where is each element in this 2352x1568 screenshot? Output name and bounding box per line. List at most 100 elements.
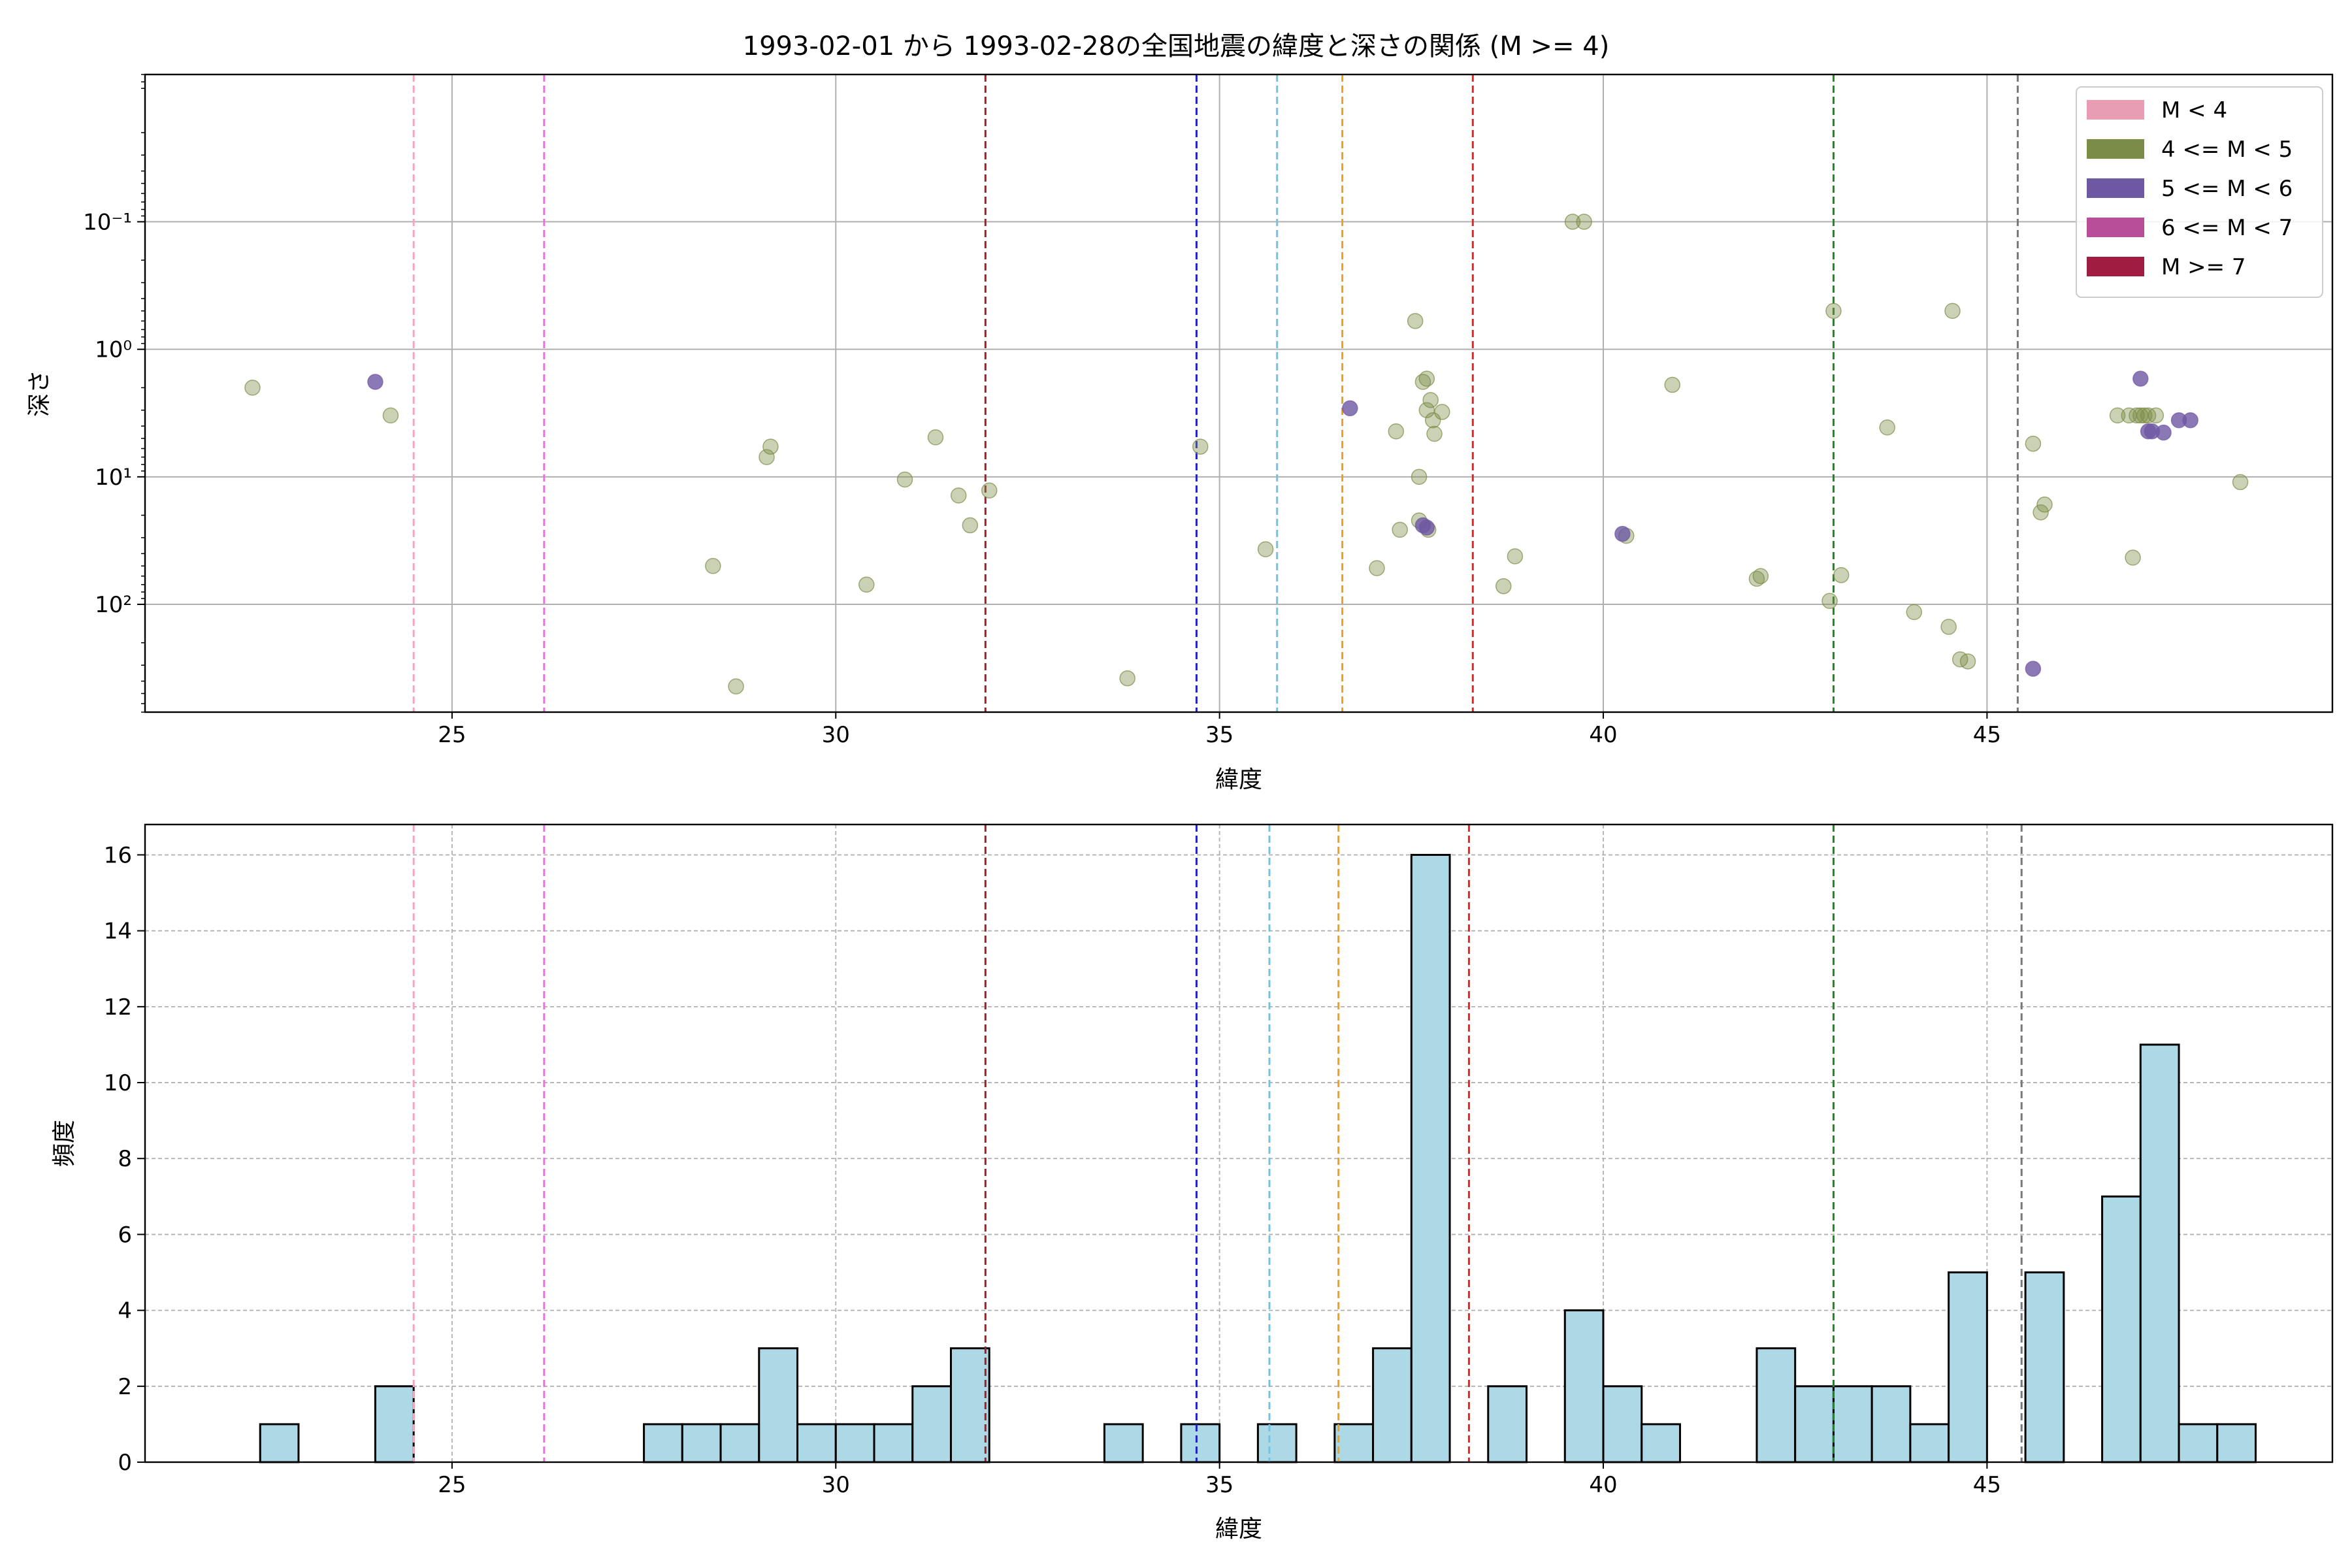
- scatter-point: [981, 482, 998, 499]
- histogram-x-tick-label: 25: [438, 1472, 466, 1498]
- scatter-y-ticks: 10⁻¹ 10⁰ 10¹ 10²: [83, 74, 145, 713]
- scatter-point: [2155, 424, 2172, 441]
- histogram-bar: [1756, 1347, 1797, 1463]
- scatter-x-axis-label: 緯度: [1215, 766, 1262, 793]
- histogram-bar: [911, 1385, 952, 1463]
- scatter-point: [1906, 604, 1923, 621]
- scatter-point: [1576, 214, 1592, 230]
- scatter-x-tick-label: 40: [1589, 722, 1617, 748]
- histogram-bar: [2216, 1423, 2257, 1463]
- scatter-point: [759, 449, 775, 465]
- histogram-y-tick-label: 14: [104, 919, 132, 945]
- scatter-point: [762, 438, 779, 455]
- histogram-x-tick-label: 40: [1589, 1472, 1617, 1498]
- histogram-bar: [873, 1423, 914, 1463]
- scatter-point: [2033, 504, 2049, 521]
- scatter-point: [1257, 541, 1274, 557]
- scatter-legend-swatch: [2087, 218, 2144, 237]
- scatter-y-tick-label: 10²: [95, 592, 132, 618]
- scatter-point: [705, 558, 721, 574]
- scatter-legend-label: M < 4: [2161, 97, 2227, 123]
- scatter-panel: 25 30 35 40 45 10⁻¹ 10⁰ 10¹ 10² 緯度 深さ M < 4 4 <=…: [26, 73, 2334, 793]
- scatter-y-tick-label: 10¹: [95, 465, 132, 491]
- scatter-point: [1833, 567, 1850, 583]
- histogram-bar: [1256, 1423, 1298, 1463]
- scatter-point: [2182, 412, 2198, 429]
- histogram-bar: [796, 1423, 837, 1463]
- scatter-point: [1407, 313, 1424, 329]
- scatter-point: [2036, 497, 2053, 513]
- histogram-bar: [1870, 1385, 1912, 1463]
- histogram-reference-lines: [412, 825, 2023, 1462]
- histogram-bar: [719, 1423, 760, 1463]
- histogram-bar: [2178, 1423, 2219, 1463]
- scatter-point: [1495, 578, 1512, 595]
- histogram-plot-frame: [144, 823, 2334, 1463]
- scatter-legend-label: 5 <= M < 6: [2161, 176, 2293, 202]
- scatter-point: [858, 576, 875, 593]
- scatter-legend-swatch: [2087, 100, 2144, 120]
- scatter-point: [244, 380, 261, 396]
- histogram-bar: [643, 1423, 683, 1463]
- scatter-point: [1944, 302, 1961, 319]
- scatter-point: [1369, 560, 1385, 576]
- scatter-point: [1940, 619, 1957, 635]
- scatter-point: [382, 407, 399, 424]
- scatter-x-tick-label: 25: [438, 722, 466, 748]
- scatter-point: [962, 517, 979, 534]
- scatter-point: [1342, 400, 1358, 417]
- scatter-point: [1388, 423, 1405, 440]
- histogram-y-tick-label: 16: [104, 842, 132, 868]
- scatter-reference-lines: [412, 74, 2019, 712]
- scatter-point: [1752, 568, 1769, 584]
- histogram-y-tick-label: 10: [104, 1070, 132, 1096]
- scatter-point: [2136, 407, 2153, 424]
- scatter-point: [2125, 549, 2141, 566]
- scatter-point: [2109, 407, 2126, 424]
- scatter-point: [367, 374, 384, 390]
- scatter-point: [2232, 474, 2249, 491]
- scatter-point: [728, 678, 744, 694]
- scatter-legend-swatch: [2087, 178, 2144, 198]
- scatter-point: [1119, 670, 1135, 687]
- histogram-bar: [2139, 1043, 2180, 1463]
- scatter-point: [1879, 419, 1895, 436]
- scatter-point: [1959, 653, 1976, 670]
- scatter-point: [2025, 661, 2042, 677]
- scatter-point: [1434, 404, 1450, 420]
- scatter-legend-label: 6 <= M < 7: [2161, 215, 2293, 241]
- histogram-y-axis-label: 頻度: [51, 1120, 78, 1167]
- histogram-x-axis-label: 緯度: [1215, 1516, 1262, 1543]
- histogram-y-tick-label: 2: [118, 1374, 132, 1400]
- histogram-y-tick-label: 8: [118, 1146, 132, 1172]
- histogram-bar: [1563, 1309, 1605, 1463]
- histogram-y-tick-label: 12: [104, 994, 132, 1021]
- scatter-point: [1392, 521, 1408, 538]
- scatter-legend: M < 4 4 <= M < 5 5 <= M < 6 6 <= M < 7 M >= …: [2076, 86, 2323, 298]
- histogram-bar: [1333, 1423, 1375, 1463]
- scatter-point: [950, 487, 967, 504]
- scatter-point: [1192, 438, 1209, 455]
- histogram-bar: [681, 1423, 722, 1463]
- histogram-bar: [1909, 1423, 1950, 1463]
- histogram-bar: [2024, 1271, 2065, 1463]
- scatter-grid: [145, 74, 2332, 712]
- histogram-bar: [1948, 1271, 1988, 1463]
- scatter-point: [2132, 370, 2149, 387]
- scatter-y-tick-label: 10⁰: [95, 337, 132, 363]
- histogram-y-ticks: 0 2 4 6 8 10 12 14 16: [104, 842, 145, 1476]
- scatter-y-axis-label: 深さ: [26, 370, 53, 417]
- histogram-y-tick-label: 4: [118, 1298, 132, 1324]
- histogram-bar: [1641, 1423, 1681, 1463]
- histogram-bar: [259, 1423, 300, 1463]
- scatter-point: [2148, 407, 2164, 424]
- histogram-bar: [1180, 1423, 1221, 1463]
- scatter-legend-label: 4 <= M < 5: [2161, 137, 2293, 163]
- scatter-point: [1507, 548, 1524, 564]
- scatter-point: [1418, 370, 1435, 387]
- histogram-bar: [834, 1423, 875, 1463]
- histogram-x-tick-label: 30: [822, 1472, 850, 1498]
- histogram-bar: [1103, 1423, 1144, 1463]
- scatter-x-tick-label: 35: [1205, 722, 1233, 748]
